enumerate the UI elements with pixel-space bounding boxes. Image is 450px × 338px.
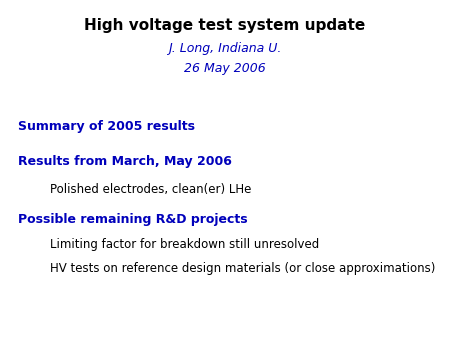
Text: J. Long, Indiana U.: J. Long, Indiana U. xyxy=(168,42,282,55)
Text: 26 May 2006: 26 May 2006 xyxy=(184,62,266,75)
Text: Summary of 2005 results: Summary of 2005 results xyxy=(18,120,195,133)
Text: High voltage test system update: High voltage test system update xyxy=(85,18,365,33)
Text: Possible remaining R&D projects: Possible remaining R&D projects xyxy=(18,213,248,226)
Text: HV tests on reference design materials (or close approximations): HV tests on reference design materials (… xyxy=(50,262,436,275)
Text: Limiting factor for breakdown still unresolved: Limiting factor for breakdown still unre… xyxy=(50,238,319,251)
Text: Results from March, May 2006: Results from March, May 2006 xyxy=(18,155,232,168)
Text: Polished electrodes, clean(er) LHe: Polished electrodes, clean(er) LHe xyxy=(50,183,252,196)
